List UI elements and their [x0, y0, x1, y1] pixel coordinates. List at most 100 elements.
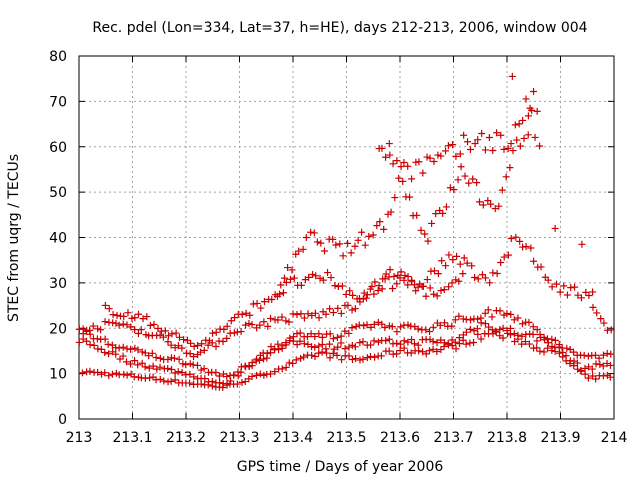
data-point [325, 340, 333, 348]
data-point [431, 267, 438, 275]
data-point [297, 310, 305, 318]
data-point [146, 321, 154, 329]
data-point [318, 341, 326, 349]
data-point [571, 283, 579, 291]
data-point [127, 360, 135, 368]
x-tick-label: 213 [66, 430, 93, 446]
data-point [356, 339, 364, 347]
data-point [426, 328, 434, 336]
data-point [373, 222, 381, 230]
data-point [182, 361, 190, 369]
data-point [200, 365, 208, 373]
data-point [299, 245, 307, 253]
data-point [346, 287, 354, 295]
data-point [119, 320, 127, 328]
data-point [424, 237, 432, 245]
data-point [318, 348, 326, 356]
data-point [460, 254, 468, 262]
data-point [308, 312, 316, 320]
data-point [193, 361, 201, 369]
y-tick-label: 20 [49, 321, 67, 337]
data-point [349, 291, 357, 299]
data-point [365, 232, 373, 240]
y-axis-label: STEC from uqrg / TECUs [6, 154, 22, 322]
data-point [339, 252, 347, 260]
data-point [292, 250, 300, 258]
data-point [83, 337, 91, 345]
data-point [156, 363, 164, 371]
data-point [282, 341, 290, 349]
x-tick-labels: 213 213.1 213.2 213.3 213.4 213.5 213.6 213.7 21… [66, 430, 628, 446]
data-point [399, 177, 407, 185]
data-point [500, 311, 508, 319]
data-point [393, 328, 401, 336]
data-point [440, 339, 448, 347]
data-point [322, 310, 330, 318]
data-point [515, 120, 523, 128]
data-point [267, 314, 275, 322]
data-point [274, 316, 282, 324]
data-point [589, 372, 597, 380]
data-point [560, 282, 568, 290]
data-point [345, 329, 353, 337]
data-point [278, 365, 286, 373]
data-point [268, 295, 276, 303]
data-point [378, 144, 386, 152]
data-point [436, 321, 444, 329]
data-point [397, 268, 405, 276]
data-point [307, 228, 315, 236]
data-point [154, 324, 162, 332]
data-point [278, 342, 286, 350]
data-point [434, 151, 442, 159]
data-point [248, 372, 256, 380]
data-point [504, 144, 512, 152]
data-point [607, 350, 615, 358]
data-point [101, 369, 109, 377]
data-point [285, 318, 293, 326]
data-point [223, 373, 231, 381]
data-point [588, 365, 596, 373]
data-point [573, 359, 581, 367]
data-point [322, 345, 330, 353]
data-point [524, 131, 532, 139]
data-point [323, 349, 331, 357]
data-point [318, 333, 326, 341]
data-point [500, 253, 508, 261]
data-point [508, 72, 516, 80]
data-point [548, 283, 556, 291]
data-point [315, 349, 323, 357]
data-point [578, 240, 586, 248]
data-point [525, 318, 533, 326]
data-point [416, 280, 424, 288]
data-point [101, 301, 109, 309]
data-point [352, 323, 360, 331]
data-point [206, 337, 214, 345]
data-point [510, 316, 518, 324]
data-point [75, 338, 83, 346]
data-point [302, 234, 310, 242]
data-point [522, 243, 530, 251]
data-point [396, 347, 404, 355]
data-point [145, 352, 153, 360]
data-point [348, 306, 356, 314]
data-point [518, 340, 526, 348]
data-point [397, 323, 405, 331]
data-point [256, 370, 264, 378]
data-point [563, 291, 571, 299]
data-point [257, 304, 265, 312]
y-tick-label: 10 [49, 367, 67, 383]
data-point [393, 280, 401, 288]
data-point [113, 311, 121, 319]
data-point [577, 294, 585, 302]
data-point [430, 158, 438, 166]
data-point [170, 354, 178, 362]
data-point [164, 364, 172, 372]
data-point [120, 370, 128, 378]
data-point [248, 359, 256, 367]
data-point [473, 179, 481, 187]
data-point [462, 328, 470, 336]
data-point [414, 283, 422, 291]
data-point [134, 330, 142, 338]
data-point [536, 330, 544, 338]
data-point [507, 140, 515, 148]
